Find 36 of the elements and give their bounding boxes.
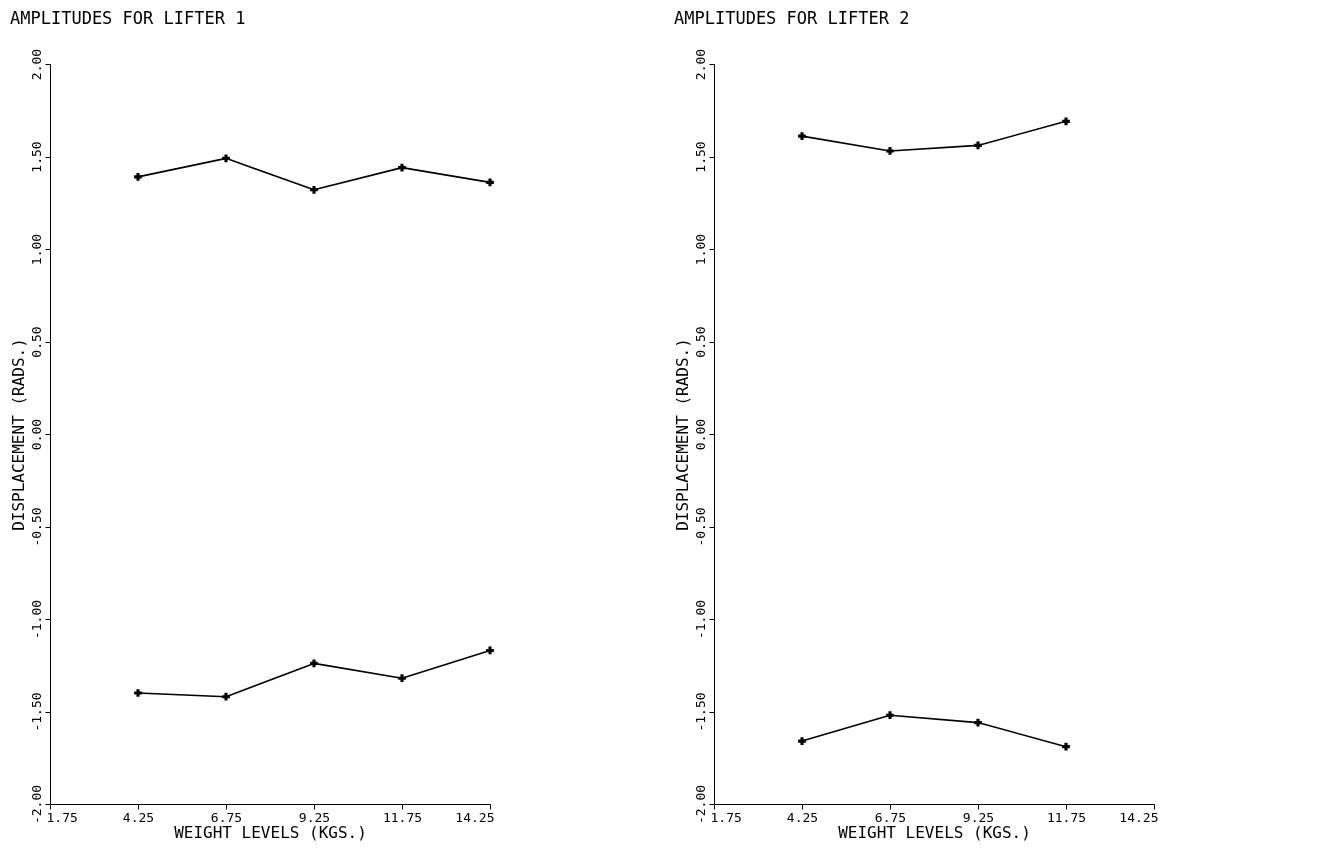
- y-tick-label: 0.50: [28, 326, 44, 358]
- y-tick-label: -1.50: [28, 692, 44, 732]
- x-tick-label: 1.75: [46, 809, 78, 825]
- y-tick-label: -2.00: [692, 784, 708, 825]
- y-tick-label: -2.00: [28, 784, 44, 825]
- y-tick-label: -1.00: [692, 599, 708, 640]
- chart-title: AMPLITUDES FOR LIFTER 1: [10, 8, 246, 29]
- y-tick-label: -1.00: [28, 599, 44, 640]
- y-tick-label: -0.50: [28, 507, 44, 547]
- y-tick-label: 1.50: [28, 141, 44, 173]
- y-axis-title: DISPLACEMENT (RADS.): [8, 338, 28, 531]
- x-tick-label: 1.75: [710, 809, 742, 825]
- y-tick-label: 0.50: [692, 326, 708, 358]
- y-tick-label: -1.50: [692, 692, 708, 732]
- y-tick-label: -0.50: [692, 507, 708, 547]
- x-tick-label: 9.25: [298, 809, 331, 825]
- x-tick-label: 14.25: [1119, 809, 1159, 825]
- x-tick-label: 6.75: [874, 809, 907, 825]
- y-tick-label: 2.00: [692, 48, 708, 81]
- y-tick-label: 1.00: [28, 233, 44, 266]
- x-tick-label: 6.75: [210, 809, 243, 825]
- y-tick-label: 2.00: [28, 48, 44, 81]
- x-tick-label: 4.25: [122, 809, 155, 825]
- y-axis-title: DISPLACEMENT (RADS.): [672, 338, 692, 531]
- y-tick-label: 1.00: [692, 233, 708, 266]
- x-tick-label: 11.75: [382, 809, 423, 825]
- x-tick-label: 14.25: [455, 809, 495, 825]
- y-tick-label: 0.00: [28, 418, 44, 451]
- x-axis-title: WEIGHT LEVELS (KGS.): [838, 822, 1031, 842]
- y-tick-label: 1.50: [692, 141, 708, 173]
- x-tick-label: 9.25: [962, 809, 995, 825]
- x-tick-label: 11.75: [1046, 809, 1087, 825]
- x-tick-label: 4.25: [786, 809, 819, 825]
- chart-title: AMPLITUDES FOR LIFTER 2: [674, 8, 910, 29]
- x-axis-title: WEIGHT LEVELS (KGS.): [174, 822, 367, 842]
- y-tick-label: 0.00: [692, 418, 708, 451]
